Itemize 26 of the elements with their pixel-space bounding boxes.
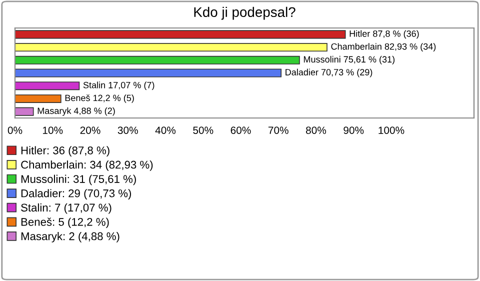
x-tick-label: 10% bbox=[42, 126, 63, 134]
data-label: Chamberlain 82,93 % (34) bbox=[331, 43, 436, 52]
legend-label: Stalin: 7 (17,07 %) bbox=[21, 203, 112, 214]
x-tick-label: 30% bbox=[118, 126, 138, 134]
legend-label: Daladier: 29 (70,73 %) bbox=[21, 189, 132, 200]
legend-label: Hitler: 36 (87,8 %) bbox=[21, 146, 110, 157]
data-label: Stalin 17,07 % (7) bbox=[83, 82, 154, 90]
x-tick-label: 0% bbox=[8, 126, 22, 134]
legend-label: Masaryk: 2 (4,88 %) bbox=[21, 232, 120, 242]
data-label: Mussolini 75,61 % (31) bbox=[304, 56, 394, 64]
x-tick-label: 70% bbox=[268, 126, 288, 134]
x-tick-label: 40% bbox=[155, 126, 176, 134]
data-label: Beneš 12,2 % (5) bbox=[65, 94, 134, 103]
legend-label: Beneš: 5 (12,2 %) bbox=[21, 218, 109, 228]
data-label: Daladier 70,73 % (29) bbox=[286, 68, 372, 78]
data-label: Masaryk 4,88 % (2) bbox=[38, 107, 115, 116]
legend-label: Chamberlain: 34 (82,93 %) bbox=[21, 160, 153, 171]
x-tick-label: 20% bbox=[80, 126, 100, 134]
data-label: Hitler 87,8 % (36) bbox=[350, 30, 419, 39]
x-tick-label: 90% bbox=[344, 126, 364, 134]
x-tick-label: 50% bbox=[193, 126, 214, 134]
x-tick-label: 60% bbox=[230, 126, 251, 134]
chart-title: Kdo ji podepsal? bbox=[194, 6, 296, 20]
legend-label: Mussolini: 31 (75,61 %) bbox=[21, 174, 136, 186]
x-tick-label: 100% bbox=[378, 126, 404, 134]
x-tick-label: 80% bbox=[306, 126, 326, 134]
